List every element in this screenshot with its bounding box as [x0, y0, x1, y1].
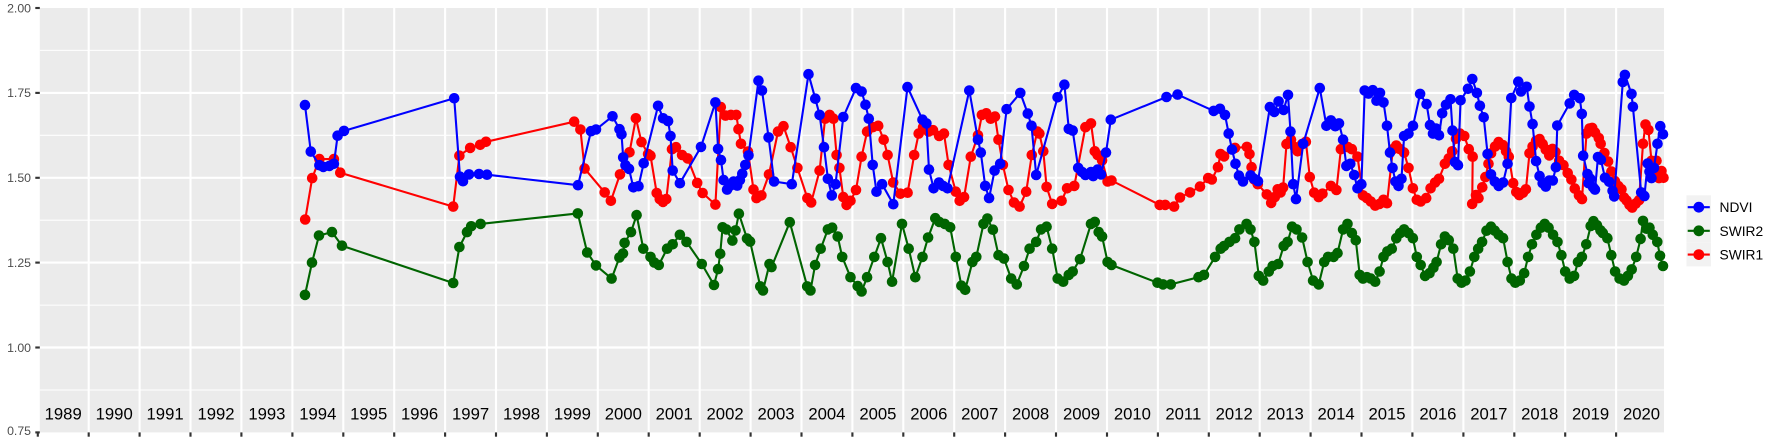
svg-text:2007: 2007 [961, 405, 998, 424]
svg-text:2014: 2014 [1318, 405, 1355, 424]
svg-text:2008: 2008 [1012, 405, 1049, 424]
svg-text:NDVI: NDVI [1720, 200, 1753, 215]
svg-text:1.25: 1.25 [7, 256, 31, 270]
svg-text:2.00: 2.00 [7, 1, 31, 15]
svg-text:1.75: 1.75 [7, 86, 31, 100]
svg-text:1991: 1991 [147, 405, 184, 424]
svg-text:1989: 1989 [45, 405, 82, 424]
svg-text:1990: 1990 [96, 405, 133, 424]
svg-text:2016: 2016 [1419, 405, 1456, 424]
svg-text:1993: 1993 [248, 405, 285, 424]
svg-text:1995: 1995 [350, 405, 387, 424]
svg-text:1998: 1998 [503, 405, 540, 424]
svg-text:2015: 2015 [1368, 405, 1405, 424]
svg-text:1999: 1999 [554, 405, 591, 424]
svg-text:2004: 2004 [808, 405, 845, 424]
svg-text:2003: 2003 [757, 405, 794, 424]
svg-text:2005: 2005 [859, 405, 896, 424]
svg-text:2000: 2000 [605, 405, 642, 424]
svg-text:2020: 2020 [1623, 405, 1660, 424]
svg-text:1994: 1994 [299, 405, 336, 424]
svg-text:1996: 1996 [401, 405, 438, 424]
svg-text:1997: 1997 [452, 405, 489, 424]
svg-text:1992: 1992 [197, 405, 234, 424]
svg-text:2017: 2017 [1470, 405, 1507, 424]
svg-text:2001: 2001 [656, 405, 693, 424]
svg-text:2002: 2002 [707, 405, 744, 424]
svg-text:2010: 2010 [1114, 405, 1151, 424]
svg-text:SWIR1: SWIR1 [1720, 247, 1764, 262]
svg-text:SWIR2: SWIR2 [1720, 224, 1764, 239]
svg-text:2018: 2018 [1521, 405, 1558, 424]
svg-text:1.00: 1.00 [7, 341, 31, 355]
svg-text:1.50: 1.50 [7, 171, 31, 185]
svg-text:2006: 2006 [910, 405, 947, 424]
svg-text:0.75: 0.75 [7, 424, 31, 438]
svg-text:2009: 2009 [1063, 405, 1100, 424]
svg-text:2019: 2019 [1572, 405, 1609, 424]
svg-text:2013: 2013 [1267, 405, 1304, 424]
svg-text:2011: 2011 [1165, 405, 1201, 424]
svg-text:2012: 2012 [1216, 405, 1253, 424]
